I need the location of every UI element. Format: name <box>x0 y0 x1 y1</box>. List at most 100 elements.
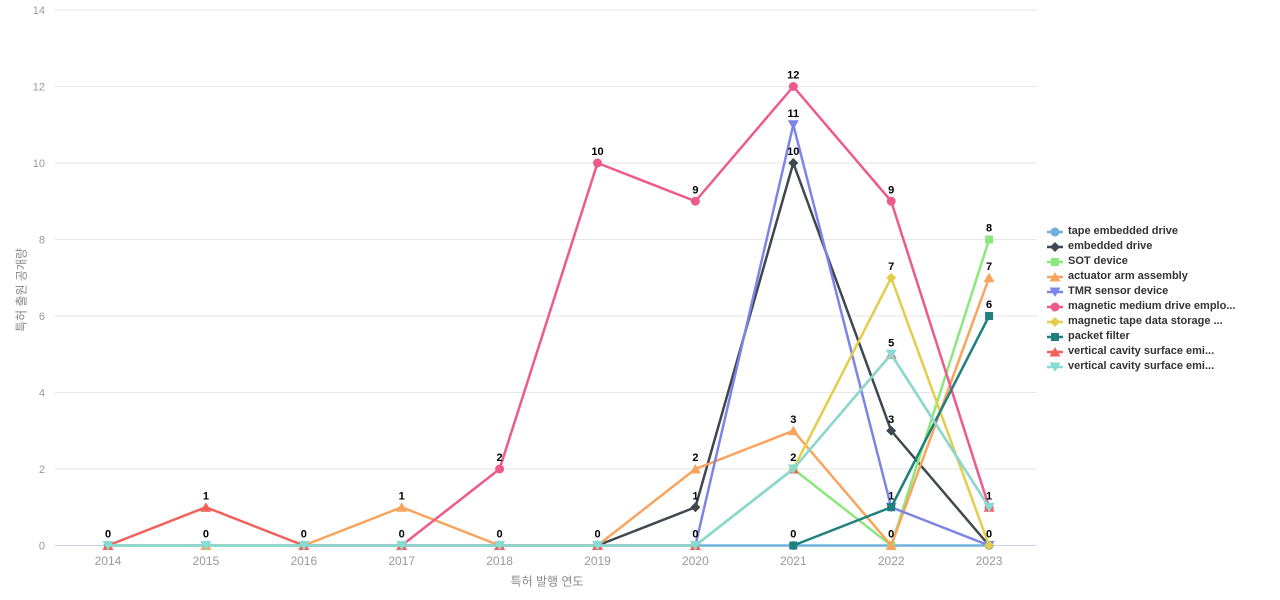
x-axis-title: 특허 발행 연도 <box>510 574 584 589</box>
legend-label: packet filter <box>1068 330 1130 342</box>
square-icon <box>1047 332 1063 341</box>
data-label: 2 <box>790 452 796 464</box>
data-label: 1 <box>203 490 209 502</box>
data-point[interactable] <box>885 349 897 360</box>
data-label: 1 <box>399 490 405 502</box>
data-label: 1 <box>888 490 894 502</box>
data-point[interactable] <box>592 541 603 551</box>
data-point[interactable] <box>983 502 995 513</box>
legend-item-7[interactable]: packet filter <box>1047 329 1236 344</box>
legend-label: SOT device <box>1068 255 1128 267</box>
series-4 <box>689 120 995 551</box>
data-label: 0 <box>105 529 111 541</box>
legend-marker <box>1049 271 1061 281</box>
data-label: 0 <box>986 529 992 541</box>
data-point[interactable] <box>787 120 799 130</box>
legend-marker <box>1050 227 1060 236</box>
triangle-down-icon <box>1047 287 1063 297</box>
legend-item-1[interactable]: embedded drive <box>1047 239 1236 254</box>
data-point[interactable] <box>200 541 212 551</box>
legend-label: tape embedded drive <box>1068 225 1179 237</box>
data-point[interactable] <box>102 541 114 551</box>
data-label: 10 <box>591 146 603 158</box>
series-line[interactable] <box>597 161 991 547</box>
data-label: 1 <box>692 490 698 502</box>
series-9 <box>102 349 995 551</box>
legend-label: magnetic tape data storage ... <box>1068 315 1223 327</box>
x-tick-label: 2021 <box>780 554 807 568</box>
data-label: 7 <box>986 261 992 273</box>
data-point[interactable] <box>396 541 408 551</box>
legend: tape embedded drive embedded drive SOT dev… <box>1047 224 1236 374</box>
data-point[interactable] <box>789 541 798 550</box>
data-label: 7 <box>888 261 894 273</box>
legend-item-0[interactable]: tape embedded drive <box>1047 224 1236 239</box>
series-line[interactable] <box>107 353 991 547</box>
y-tick-label: 6 <box>39 311 45 323</box>
data-point[interactable] <box>396 502 408 512</box>
series-7 <box>789 312 994 550</box>
y-tick-label: 14 <box>33 5 45 17</box>
data-label: 0 <box>497 529 503 541</box>
circle-icon <box>1047 302 1063 311</box>
data-point[interactable] <box>887 503 896 512</box>
legend-item-3[interactable]: actuator arm assembly <box>1047 269 1236 284</box>
legend-item-6[interactable]: magnetic tape data storage ... <box>1047 314 1236 329</box>
data-point[interactable] <box>983 272 995 283</box>
data-point[interactable] <box>495 464 505 474</box>
data-point[interactable] <box>690 502 701 513</box>
data-label: 3 <box>888 414 894 426</box>
data-point[interactable] <box>689 464 701 474</box>
x-tick-label: 2016 <box>290 554 317 568</box>
data-point[interactable] <box>886 425 897 436</box>
data-label: 0 <box>888 529 894 541</box>
data-point[interactable] <box>788 158 799 168</box>
legend-item-5[interactable]: magnetic medium drive emplo... <box>1047 299 1236 314</box>
y-axis-title: 특허 출원 공개량 <box>14 248 29 332</box>
y-tick-label: 10 <box>33 158 45 170</box>
legend-marker <box>1049 362 1061 372</box>
data-point[interactable] <box>298 541 310 551</box>
data-label: 11 <box>787 108 799 120</box>
data-point[interactable] <box>985 235 994 244</box>
data-label: 3 <box>790 414 796 426</box>
legend-item-9[interactable]: vertical cavity surface emi... <box>1047 359 1236 374</box>
data-point[interactable] <box>200 502 212 512</box>
data-label: 2 <box>497 452 503 464</box>
series-line[interactable] <box>694 123 990 547</box>
data-point[interactable] <box>985 312 994 320</box>
legend-marker <box>1050 241 1060 252</box>
legend-item-4[interactable]: TMR sensor device <box>1047 284 1236 299</box>
y-tick-label: 4 <box>39 388 45 400</box>
legend-marker <box>1050 302 1060 311</box>
circle-icon <box>1047 227 1063 236</box>
data-point[interactable] <box>690 196 700 206</box>
data-point[interactable] <box>787 464 799 475</box>
triangle-up-icon <box>1047 346 1063 356</box>
data-label: 0 <box>692 529 698 541</box>
legend-label: embedded drive <box>1068 240 1153 252</box>
data-point[interactable] <box>788 82 798 91</box>
data-point[interactable] <box>787 425 799 436</box>
y-tick-label: 2 <box>39 464 45 476</box>
x-tick-label: 2018 <box>486 554 513 568</box>
data-point[interactable] <box>494 541 506 551</box>
x-tick-label: 2023 <box>976 554 1003 568</box>
data-point[interactable] <box>886 272 897 283</box>
data-point[interactable] <box>885 540 897 551</box>
series-line[interactable] <box>108 353 991 547</box>
data-point[interactable] <box>886 196 896 206</box>
x-tick-label: 2014 <box>95 554 122 568</box>
data-point[interactable] <box>984 540 995 551</box>
legend-item-8[interactable]: vertical cavity surface emi... <box>1047 344 1236 359</box>
data-label: 0 <box>790 529 796 541</box>
data-label: 12 <box>787 70 799 82</box>
legend-label: vertical cavity surface emi... <box>1068 345 1215 357</box>
data-point[interactable] <box>593 158 602 168</box>
legend-marker <box>1050 316 1060 327</box>
legend-item-2[interactable]: SOT device <box>1047 254 1236 269</box>
data-point[interactable] <box>689 541 701 551</box>
data-label: 0 <box>399 529 405 541</box>
